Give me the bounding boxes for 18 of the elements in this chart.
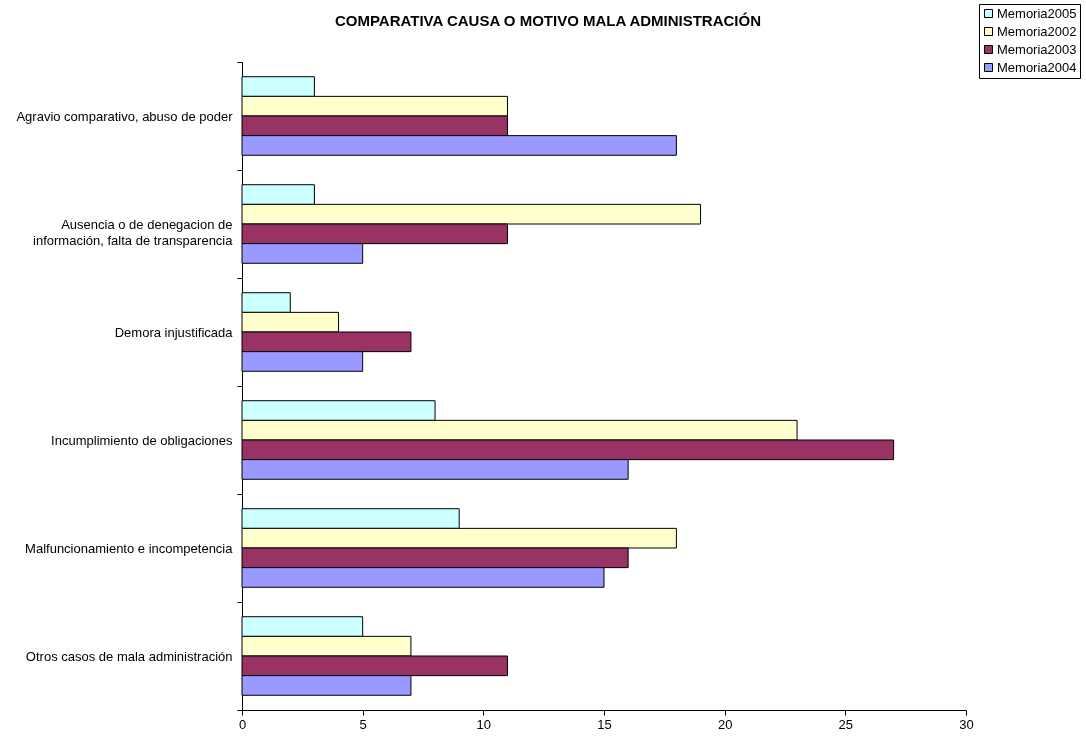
y-tick-label: Malfuncionamiento e incompetencia: [25, 540, 234, 556]
x-tick-label: 20: [717, 716, 733, 732]
y-tick-label: Demora injustificada: [114, 324, 234, 340]
legend-label: Memoria2003: [997, 41, 1077, 57]
x-tick-label: 10: [476, 716, 492, 732]
y-tick-label: Otros casos de mala administración: [25, 648, 233, 664]
x-tick-label: 30: [959, 716, 974, 732]
y-tick-label: Agravio comparativo, abuso de poder: [16, 108, 234, 124]
legend-label: Memoria2005: [997, 5, 1077, 21]
x-tick-label: 15: [597, 716, 612, 732]
y-tick-label: Ausencia o de denegacion de información, falta de transparencia: [33, 216, 234, 248]
chart-title: COMPARATIVA CAUSA O MOTIVO MALA ADMINISTRACIÓN: [334, 11, 762, 29]
y-tick-label: Incumplimiento de obligaciones: [51, 432, 233, 448]
x-tick-label: 5: [359, 716, 367, 732]
x-tick-label: 0: [238, 716, 247, 732]
legend-label: Memoria2004: [997, 59, 1077, 75]
x-tick-label: 25: [838, 716, 854, 732]
legend-label: Memoria2002: [997, 23, 1077, 39]
